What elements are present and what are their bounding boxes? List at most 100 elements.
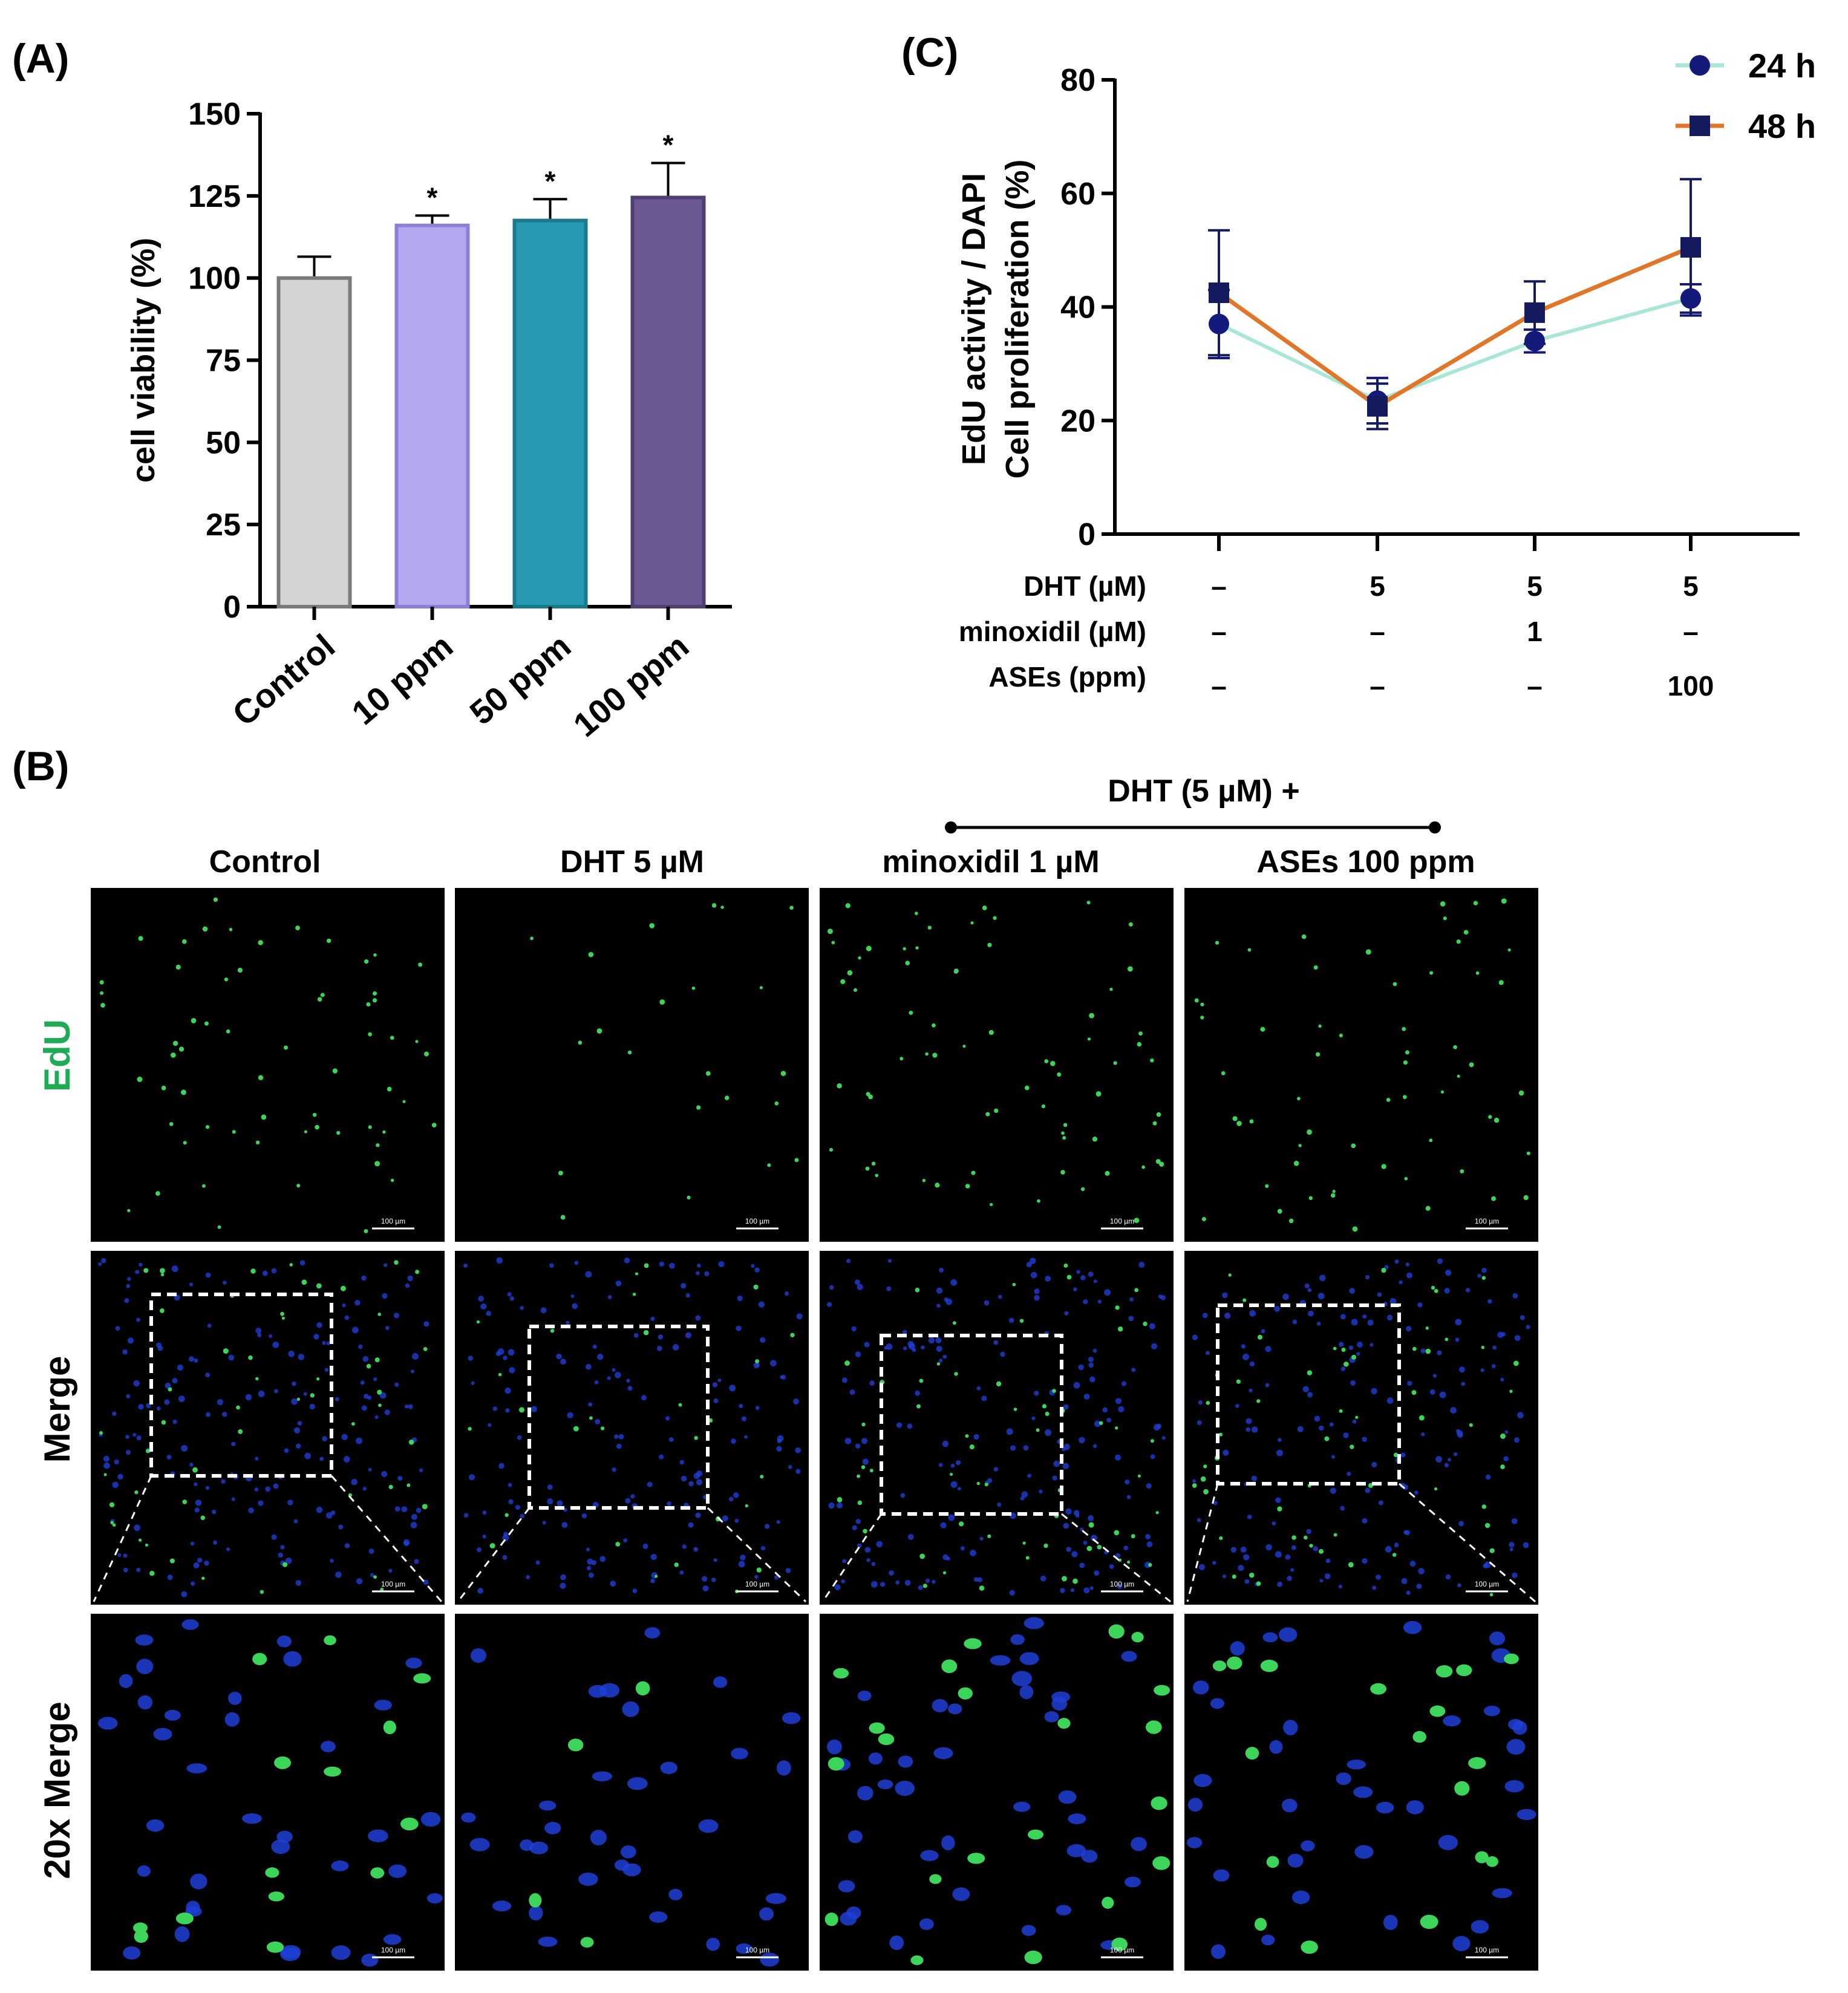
dapi-nucleus: [123, 1553, 128, 1558]
dapi-nucleus: [567, 1412, 573, 1418]
dapi-nucleus: [960, 1546, 965, 1551]
dapi-nucleus: [172, 1378, 178, 1384]
dapi-nucleus: [1459, 1366, 1465, 1373]
dapi-nucleus: [650, 1578, 655, 1584]
edu-nucleus: [1318, 1024, 1322, 1028]
edu-nucleus: [875, 1173, 879, 1178]
dapi-nucleus: [597, 1354, 604, 1360]
edu-nucleus: [827, 928, 833, 935]
edu-nucleus: [172, 1040, 178, 1046]
edu-nucleus: [1095, 1091, 1102, 1097]
dapi-nucleus: [904, 1580, 911, 1586]
edu-nucleus: [1257, 1334, 1263, 1340]
edu-nucleus: [258, 940, 263, 945]
dapi-nucleus: [776, 1520, 780, 1524]
dapi-nucleus: [898, 1755, 913, 1768]
edu-nucleus: [1219, 1536, 1223, 1541]
dapi-nucleus: [1492, 1364, 1496, 1369]
dapi-nucleus: [1251, 1426, 1258, 1433]
dapi-nucleus: [623, 1538, 628, 1543]
dapi-nucleus: [754, 1267, 760, 1273]
zoom-guide-right: [330, 1475, 443, 1602]
dapi-nucleus: [1121, 1651, 1137, 1662]
edu-nucleus: [1319, 1548, 1324, 1554]
dapi-nucleus: [1343, 1432, 1349, 1438]
dapi-nucleus: [780, 1375, 784, 1379]
dapi-nucleus: [1062, 1463, 1069, 1470]
micrograph-background: [1184, 1251, 1538, 1605]
dapi-nucleus: [1317, 1293, 1325, 1300]
edu-nucleus: [310, 1393, 315, 1398]
dapi-nucleus: [851, 1326, 857, 1332]
dapi-nucleus: [469, 1838, 490, 1851]
edu-nucleus: [1089, 1013, 1095, 1019]
edu-nucleus: [1141, 1165, 1145, 1169]
dapi-nucleus: [855, 1443, 861, 1449]
edu-nucleus: [1339, 1033, 1343, 1038]
dapi-nucleus: [895, 1580, 900, 1585]
micrograph-r2-c2: 100 µm: [820, 1614, 1174, 1971]
edu-nucleus: [962, 1045, 966, 1048]
edu-nucleus: [1419, 1415, 1425, 1421]
dapi-nucleus: [1045, 1429, 1052, 1436]
dapi-nucleus: [1187, 1798, 1203, 1812]
micrograph-r0-c2: 100 µm: [820, 888, 1174, 1242]
series-line-48h: [1217, 245, 1692, 409]
zoom-guide-left: [93, 1475, 152, 1602]
dapi-nucleus: [896, 1422, 903, 1428]
edu-nucleus: [1012, 1283, 1016, 1287]
dapi-nucleus: [796, 1313, 803, 1320]
dapi-nucleus: [588, 1572, 594, 1578]
dapi-nucleus: [1262, 1632, 1278, 1643]
dapi-nucleus: [542, 1521, 546, 1525]
dapi-nucleus: [362, 1356, 369, 1362]
dapi-nucleus: [1081, 1850, 1098, 1863]
edu-nucleus: [837, 1083, 842, 1089]
dapi-nucleus: [531, 1406, 537, 1412]
dapi-nucleus: [836, 1502, 843, 1509]
edu-nucleus: [1463, 930, 1469, 935]
edu-nucleus: [1513, 1360, 1519, 1366]
edu-nucleus: [774, 1101, 779, 1106]
edu-nucleus: [1445, 1337, 1449, 1342]
dapi-nucleus: [1500, 1377, 1504, 1382]
dapi-nucleus: [1125, 1876, 1141, 1888]
dapi-nucleus: [181, 1591, 188, 1597]
significance-marker: *: [663, 129, 674, 161]
edu-nucleus: [377, 1389, 382, 1395]
edu-nucleus: [223, 1348, 229, 1354]
edu-nucleus: [919, 1553, 926, 1559]
edu-nucleus: [1063, 1263, 1068, 1268]
dapi-nucleus: [1297, 1426, 1304, 1432]
dapi-nucleus: [504, 1388, 511, 1394]
data-point-24h: [1209, 313, 1229, 334]
edu-nucleus: [387, 1086, 392, 1092]
edu-nucleus: [1309, 1544, 1313, 1548]
dapi-nucleus: [685, 1332, 691, 1339]
dapi-nucleus: [701, 1576, 708, 1582]
dapi-nucleus: [945, 1298, 953, 1305]
dapi-nucleus: [939, 1267, 944, 1273]
dapi-nucleus: [1075, 1513, 1080, 1518]
row-label-merge: Merge: [37, 1356, 77, 1463]
dapi-nucleus: [397, 1476, 403, 1481]
dapi-nucleus: [642, 1544, 648, 1549]
dapi-nucleus: [1377, 1292, 1382, 1297]
dapi-nucleus: [1351, 1319, 1358, 1326]
dapi-nucleus: [1509, 1547, 1513, 1551]
edu-nucleus: [200, 1515, 206, 1521]
dapi-nucleus: [751, 1264, 755, 1268]
scale-bar-label: 100 µm: [1110, 1580, 1134, 1588]
edu-nucleus: [828, 1757, 844, 1771]
edu-nucleus: [853, 988, 857, 992]
edu-nucleus: [99, 991, 104, 995]
zoom-guide-left: [1186, 1483, 1219, 1602]
edu-nucleus: [143, 1268, 149, 1273]
dapi-nucleus: [330, 1510, 336, 1515]
edu-nucleus: [694, 1436, 698, 1440]
edu-nucleus: [1228, 1273, 1232, 1277]
edu-nucleus: [905, 961, 910, 966]
dapi-nucleus: [919, 1918, 934, 1930]
edu-nucleus: [127, 1209, 131, 1213]
dapi-nucleus: [1073, 1287, 1077, 1291]
